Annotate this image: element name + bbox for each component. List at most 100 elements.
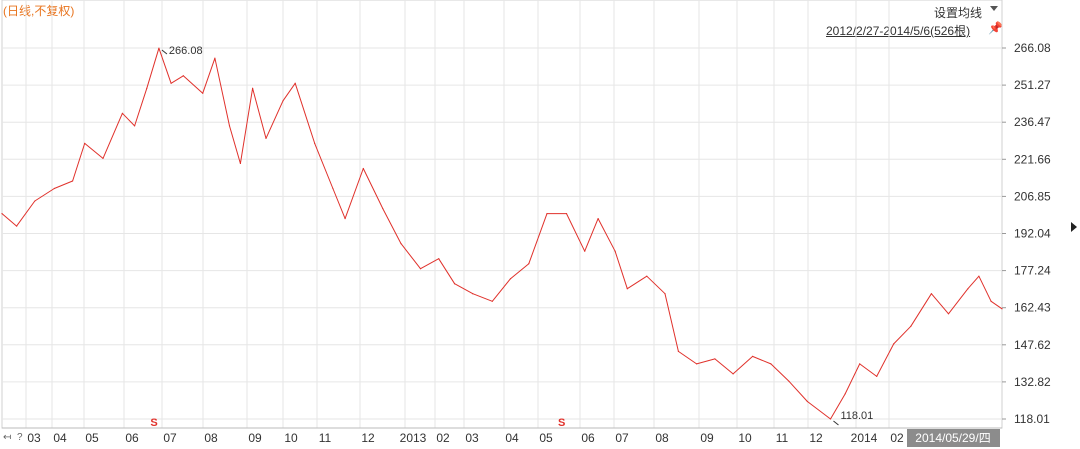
y-tick-label: 147.62 bbox=[1014, 338, 1051, 352]
price-point bbox=[344, 217, 346, 220]
x-tick-label: 04 bbox=[53, 431, 67, 445]
price-point bbox=[930, 293, 933, 295]
price-point bbox=[202, 92, 204, 94]
price-series bbox=[1, 47, 1003, 420]
x-tick-label: 09 bbox=[700, 431, 714, 445]
price-point bbox=[614, 250, 616, 252]
x-tick-label: 10 bbox=[284, 431, 298, 445]
question-icon[interactable]: ? bbox=[17, 432, 23, 443]
x-tick-label: 09 bbox=[248, 431, 262, 445]
price-point bbox=[528, 263, 530, 265]
x-tick-label: 11 bbox=[319, 431, 332, 445]
annotation-arrow bbox=[833, 420, 839, 426]
price-point bbox=[453, 283, 456, 285]
plot-frame bbox=[1, 0, 1003, 429]
x-tick-label: 04 bbox=[505, 431, 519, 445]
price-point bbox=[170, 82, 172, 84]
annotation-arrow bbox=[161, 49, 168, 55]
y-tick-label: 206.85 bbox=[1014, 189, 1051, 203]
price-point bbox=[121, 112, 124, 114]
x-tick-label: 02 bbox=[890, 431, 904, 445]
y-tick-label: 192.04 bbox=[1014, 227, 1051, 241]
chart-grid bbox=[1, 0, 1003, 429]
price-point bbox=[752, 355, 754, 357]
y-axis-ticks: 266.08 251.27 236.47 221.66 206.85 192.04 177.… bbox=[1002, 41, 1051, 426]
price-point bbox=[491, 300, 493, 302]
price-point bbox=[15, 225, 18, 227]
price-line bbox=[1, 47, 1003, 420]
x-tick-label: 06 bbox=[581, 431, 595, 445]
annotation-label: 266.08 bbox=[169, 45, 203, 57]
x-tick-label: 03 bbox=[465, 431, 479, 445]
chevron-right-icon[interactable] bbox=[1071, 222, 1077, 232]
price-point bbox=[696, 363, 698, 365]
x-tick-label: 05 bbox=[85, 431, 99, 445]
price-point bbox=[382, 207, 384, 210]
price-point bbox=[1, 212, 3, 215]
price-point bbox=[134, 125, 136, 127]
price-point bbox=[732, 373, 734, 375]
y-tick-label: 118.01 bbox=[1014, 412, 1050, 426]
y-tick-label: 236.47 bbox=[1014, 115, 1051, 129]
x-tick-label: 10 bbox=[738, 431, 752, 445]
price-point bbox=[214, 57, 216, 59]
price-point bbox=[71, 180, 74, 182]
price-point bbox=[84, 142, 86, 145]
price-point bbox=[53, 187, 55, 190]
cursor-date-box bbox=[907, 429, 1000, 447]
x-tick-label: 08 bbox=[204, 431, 218, 445]
price-point bbox=[228, 125, 231, 127]
chart-annotations: 266.08 118.01 S S bbox=[150, 45, 873, 429]
price-point bbox=[546, 212, 548, 215]
y-tick-label: 221.66 bbox=[1014, 152, 1051, 166]
price-point bbox=[770, 363, 772, 365]
x-tick-label: 11 bbox=[776, 431, 789, 445]
price-point bbox=[597, 217, 599, 220]
price-point bbox=[584, 250, 586, 252]
double-left-arrow-icon[interactable]: ↤ bbox=[3, 432, 12, 443]
price-point bbox=[626, 288, 628, 290]
y-tick-label: 132.82 bbox=[1014, 375, 1051, 389]
price-point bbox=[947, 313, 950, 315]
y-tick-label: 251.27 bbox=[1014, 78, 1051, 92]
ma-settings-button[interactable]: 设置均线 bbox=[934, 6, 983, 20]
x-tick-label: 07 bbox=[615, 431, 629, 445]
price-point bbox=[34, 200, 36, 202]
price-point bbox=[472, 293, 474, 295]
event-marker: S bbox=[150, 417, 157, 429]
cursor-date-label: 2014/05/29/四 bbox=[915, 431, 990, 445]
price-point bbox=[788, 380, 790, 383]
chart-mode-label: (日线,不复权) bbox=[3, 4, 75, 18]
price-point bbox=[859, 363, 861, 365]
price-point bbox=[438, 258, 440, 260]
x-tick-label: 2013 bbox=[400, 431, 427, 445]
price-point bbox=[664, 293, 666, 295]
price-point bbox=[239, 162, 242, 165]
price-point bbox=[990, 300, 992, 302]
price-point bbox=[829, 418, 832, 420]
price-point bbox=[646, 275, 648, 277]
price-point bbox=[158, 47, 160, 49]
price-point bbox=[419, 268, 422, 270]
x-tick-label: 08 bbox=[655, 431, 669, 445]
date-range-link[interactable]: 2012/2/27-2014/5/6(526根) bbox=[826, 24, 971, 38]
price-point bbox=[400, 243, 402, 245]
price-point bbox=[978, 275, 980, 277]
pin-icon[interactable]: 📌 bbox=[988, 21, 1003, 35]
price-point bbox=[509, 278, 512, 280]
price-point bbox=[252, 87, 254, 89]
price-point bbox=[265, 137, 267, 140]
x-tick-label: 12 bbox=[809, 431, 823, 445]
x-tick-label: 05 bbox=[539, 431, 553, 445]
x-tick-label: 12 bbox=[361, 431, 375, 445]
price-point bbox=[677, 350, 679, 352]
price-point bbox=[294, 82, 296, 84]
price-point bbox=[910, 325, 912, 327]
x-axis: 03 04 05 06 07 08 09 10 11 12 2013 02 03 04 05 06 07 08 09… bbox=[2, 427, 1002, 447]
y-tick-label: 177.24 bbox=[1014, 264, 1051, 278]
chevron-down-icon[interactable] bbox=[990, 6, 998, 11]
price-point bbox=[314, 142, 316, 145]
price-point bbox=[362, 167, 364, 170]
y-tick-label: 266.08 bbox=[1014, 41, 1051, 55]
